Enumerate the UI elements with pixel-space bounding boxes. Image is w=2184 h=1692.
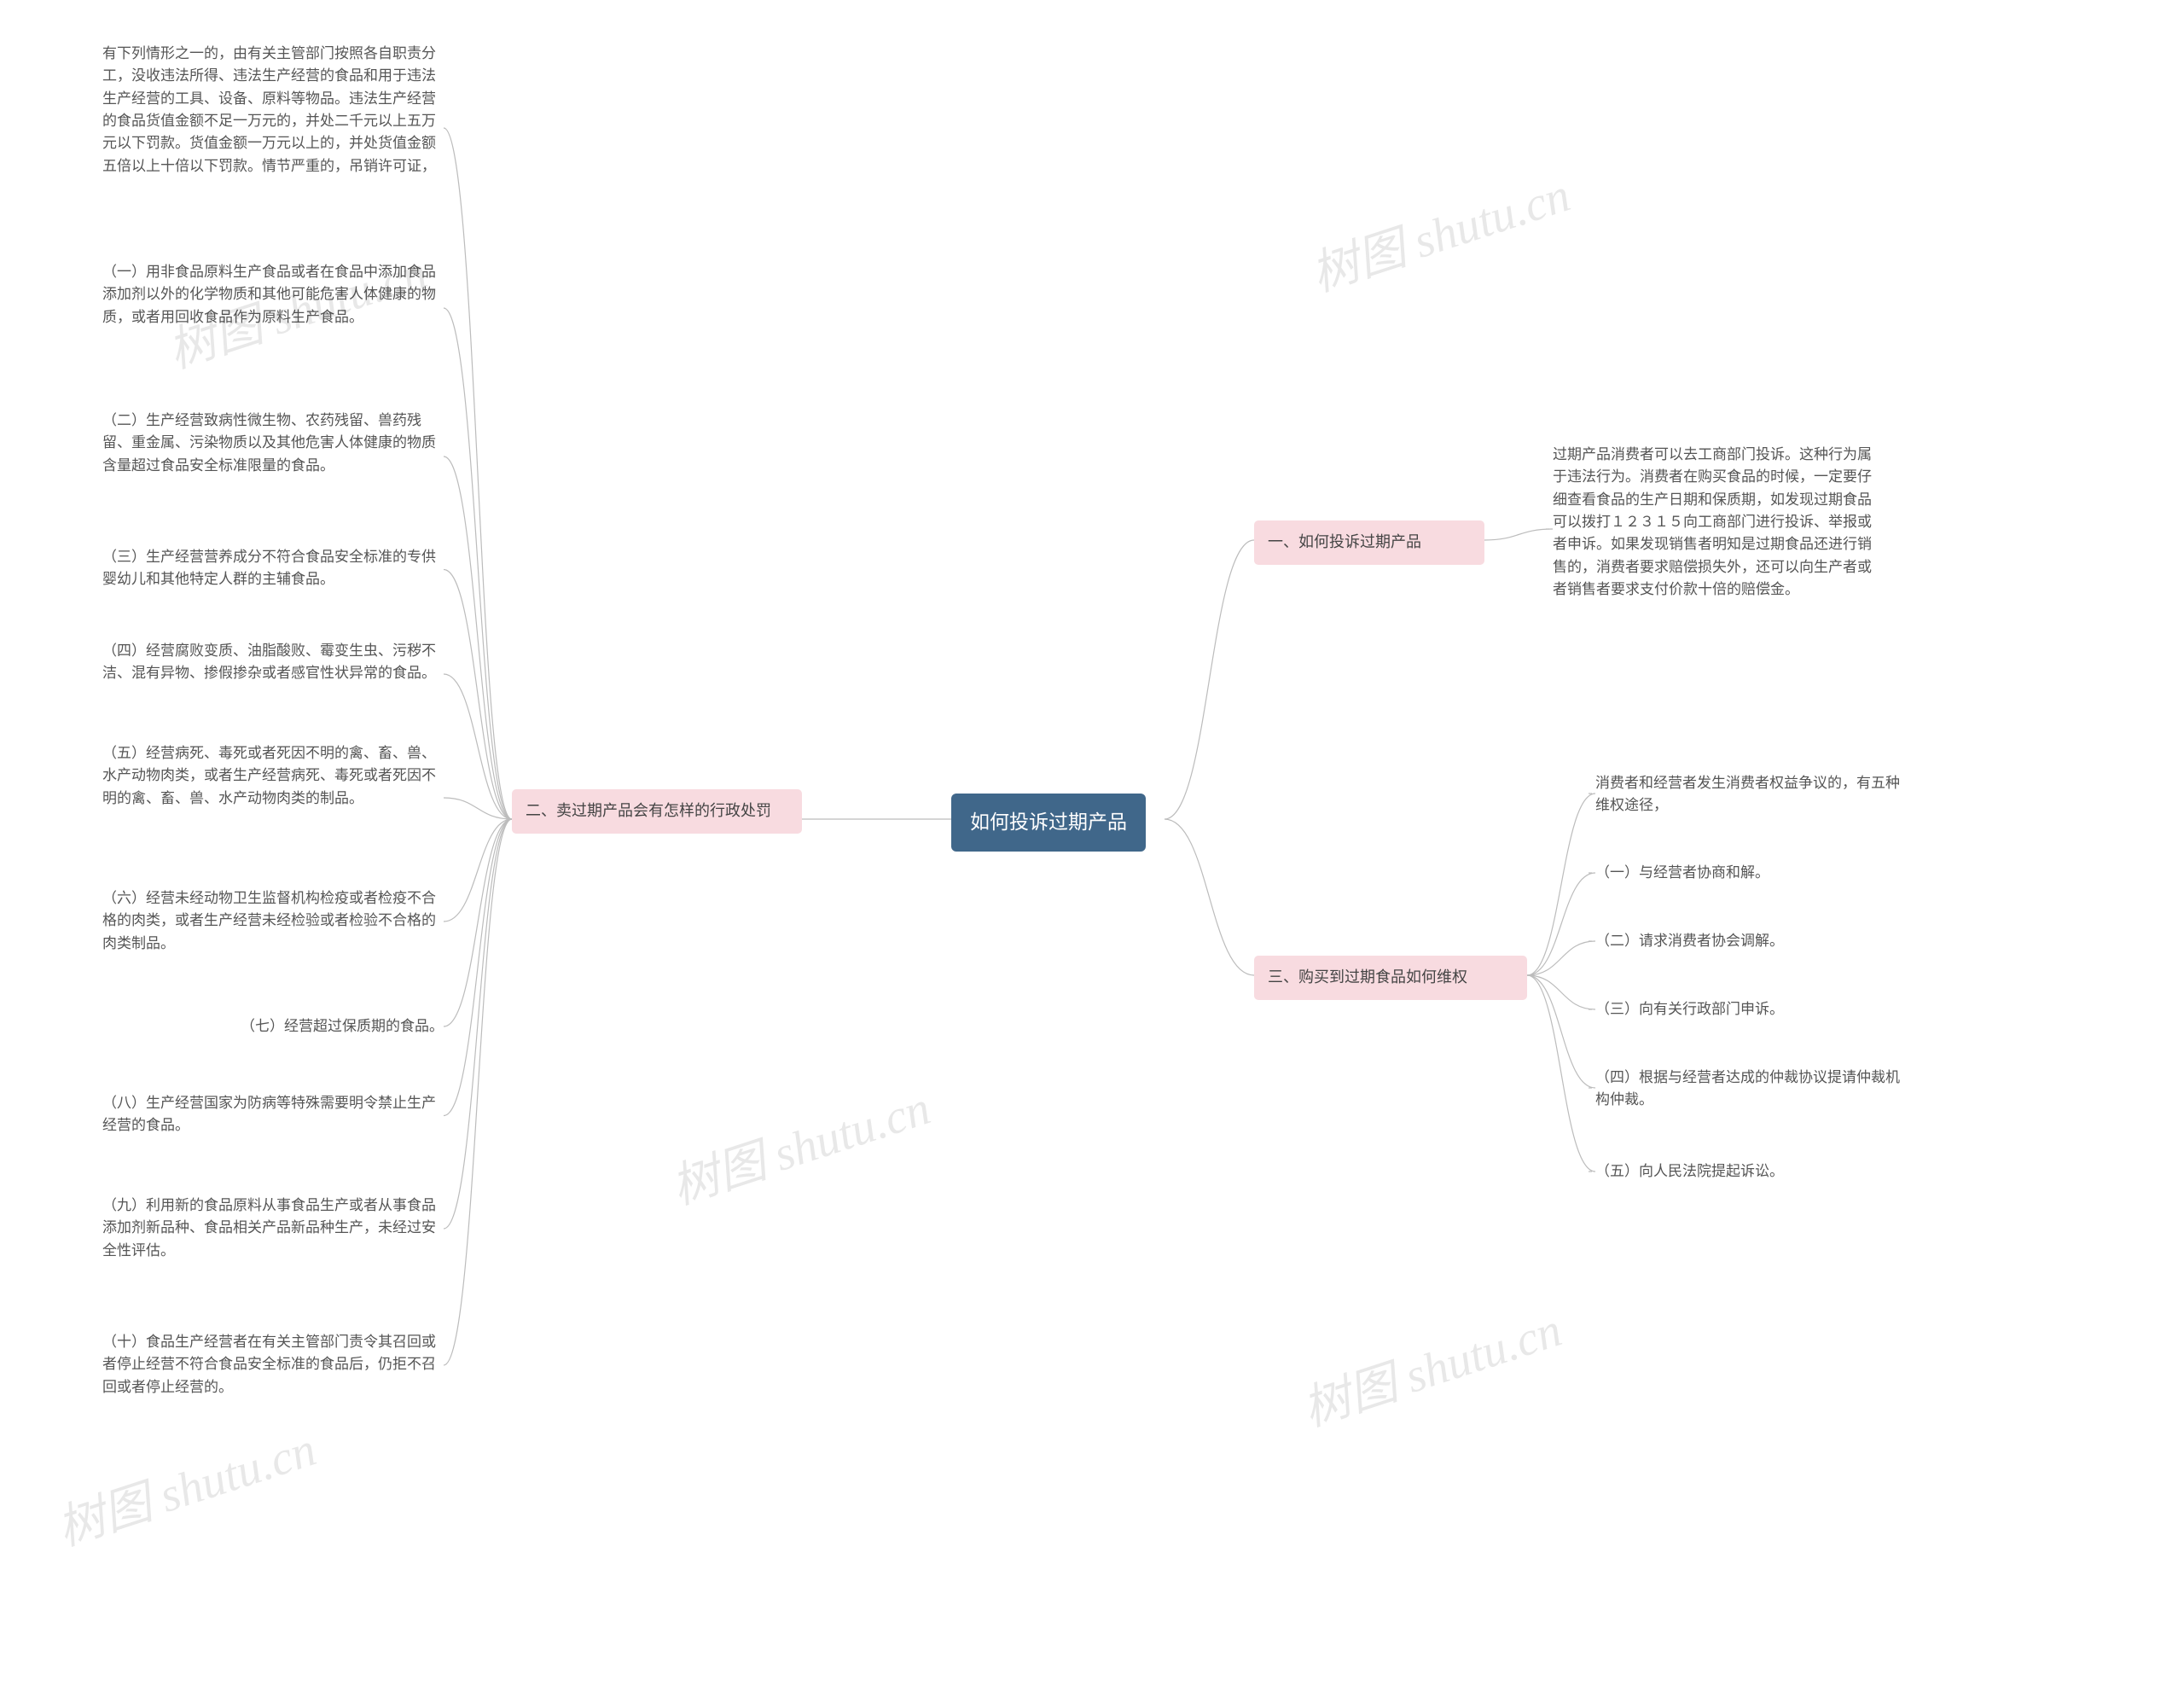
leaf-l-6: （六）经营未经动物卫生监督机构检疫或者检疫不合格的肉类，或者生产经营未经检验或者… [102,887,444,955]
leaf-l-10: （十）食品生产经营者在有关主管部门责令其召回或者停止经营不符合食品安全标准的食品… [102,1331,444,1398]
watermark: 树图 shutu.cn [661,1069,938,1218]
leaf-l-0: 有下列情形之一的，由有关主管部门按照各自职责分工，没收违法所得、违法生产经营的食… [102,43,444,177]
leaf-text: 过期产品消费者可以去工商部门投诉。这种行为属于违法行为。消费者在购买食品的时候，… [1553,446,1872,597]
watermark: 树图 shutu.cn [1292,1291,1569,1439]
leaf-r2-3: （三）向有关行政部门申诉。 [1595,998,1902,1020]
leaf-l-2: （二）生产经营致病性微生物、农药残留、兽药残留、重金属、污染物质以及其他危害人体… [102,410,444,477]
leaf-l-5: （五）经营病死、毒死或者死因不明的禽、畜、兽、水产动物肉类，或者生产经营病死、毒… [102,742,444,810]
leaf-text: （四）经营腐败变质、油脂酸败、霉变生虫、污秽不洁、混有异物、掺假掺杂或者感官性状… [102,642,436,681]
leaf-l-1: （一）用非食品原料生产食品或者在食品中添加食品添加剂以外的化学物质和其他可能危害… [102,261,444,329]
leaf-text: （十）食品生产经营者在有关主管部门责令其召回或者停止经营不符合食品安全标准的食品… [102,1334,436,1395]
section-left-1: 二、卖过期产品会有怎样的行政处罚 [512,789,802,834]
leaf-r2-4: （四）根据与经营者达成的仲裁协议提请仲裁机构仲裁。 [1595,1067,1902,1112]
leaf-r1-0: 过期产品消费者可以去工商部门投诉。这种行为属于违法行为。消费者在购买食品的时候，… [1553,444,1877,601]
section-label: 二、卖过期产品会有怎样的行政处罚 [526,802,771,819]
section-label: 一、如何投诉过期产品 [1268,533,1421,550]
watermark: 树图 shutu.cn [1301,156,1577,305]
leaf-l-4: （四）经营腐败变质、油脂酸败、霉变生虫、污秽不洁、混有异物、掺假掺杂或者感官性状… [102,640,444,685]
leaf-text: （一）用非食品原料生产食品或者在食品中添加食品添加剂以外的化学物质和其他可能危害… [102,264,436,325]
leaf-text: （二）请求消费者协会调解。 [1595,933,1784,949]
section-right-1: 一、如何投诉过期产品 [1254,520,1484,565]
leaf-text: （二）生产经营致病性微生物、农药残留、兽药残留、重金属、污染物质以及其他危害人体… [102,412,436,474]
leaf-text: （四）根据与经营者达成的仲裁协议提请仲裁机构仲裁。 [1595,1069,1900,1108]
leaf-r2-5: （五）向人民法院提起诉讼。 [1595,1160,1902,1183]
leaf-r2-1: （一）与经营者协商和解。 [1595,862,1902,884]
section-right-2: 三、购买到过期食品如何维权 [1254,956,1527,1000]
leaf-r2-0: 消费者和经营者发生消费者权益争议的，有五种维权途径， [1595,772,1902,817]
leaf-text: 有下列情形之一的，由有关主管部门按照各自职责分工，没收违法所得、违法生产经营的食… [102,45,436,174]
root-node: 如何投诉过期产品 [951,794,1146,852]
leaf-l-8: （八）生产经营国家为防病等特殊需要明令禁止生产经营的食品。 [102,1092,444,1137]
leaf-text: （六）经营未经动物卫生监督机构检疫或者检疫不合格的肉类，或者生产经营未经检验或者… [102,890,436,951]
leaf-l-9: （九）利用新的食品原料从事食品生产或者从事食品添加剂新品种、食品相关产品新品种生… [102,1195,444,1262]
leaf-l-7: （七）经营超过保质期的食品。 [205,1015,444,1038]
leaf-text: （三）生产经营营养成分不符合食品安全标准的专供婴幼儿和其他特定人群的主辅食品。 [102,549,436,587]
leaf-r2-2: （二）请求消费者协会调解。 [1595,930,1902,952]
root-label: 如何投诉过期产品 [970,811,1127,833]
watermark: 树图 shutu.cn [47,1410,323,1559]
section-label: 三、购买到过期食品如何维权 [1268,968,1467,986]
leaf-text: （五）向人民法院提起诉讼。 [1595,1163,1784,1179]
leaf-text: 消费者和经营者发生消费者权益争议的，有五种维权途径， [1595,775,1900,813]
leaf-text: （一）与经营者协商和解。 [1595,864,1769,881]
leaf-text: （八）生产经营国家为防病等特殊需要明令禁止生产经营的食品。 [102,1095,436,1133]
leaf-text: （五）经营病死、毒死或者死因不明的禽、畜、兽、水产动物肉类，或者生产经营病死、毒… [102,745,436,806]
leaf-l-3: （三）生产经营营养成分不符合食品安全标准的专供婴幼儿和其他特定人群的主辅食品。 [102,546,444,591]
leaf-text: （三）向有关行政部门申诉。 [1595,1001,1784,1017]
leaf-text: （七）经营超过保质期的食品。 [241,1018,444,1034]
leaf-text: （九）利用新的食品原料从事食品生产或者从事食品添加剂新品种、食品相关产品新品种生… [102,1197,436,1259]
